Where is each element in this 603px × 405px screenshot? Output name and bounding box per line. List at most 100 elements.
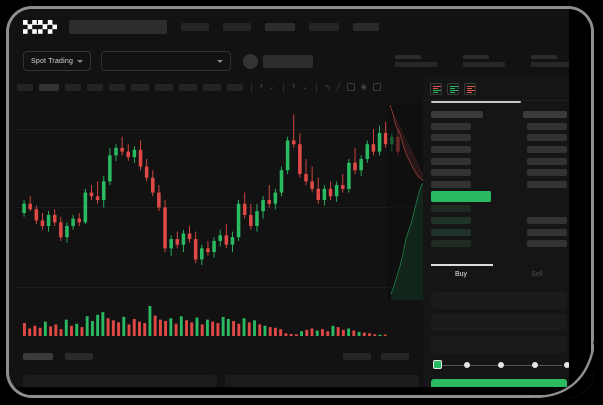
panel-divider [423,100,575,101]
ask-row[interactable] [423,132,575,144]
ask-row[interactable] [423,144,575,156]
orders-action-2[interactable] [381,352,409,360]
search-input[interactable] [69,20,167,34]
grid-line [17,207,417,208]
bid-row[interactable] [423,238,575,250]
order-book-panel: Buy Sell [423,77,575,395]
toolbar-divider [282,82,284,92]
chevron-down-icon[interactable]: ⌄ [301,83,308,91]
device-frame: Spot Trading [6,6,594,398]
frame-crop-bottom [9,387,591,395]
stat-block-1 [395,55,437,67]
order-field-2[interactable] [431,313,567,331]
tab-buy-label: Buy [454,271,468,279]
timeframe-1[interactable] [17,83,33,91]
slider-stop-50[interactable] [498,361,504,368]
camera-snapshot-icon[interactable] [346,83,355,91]
tab-sell[interactable]: Sell [499,264,575,286]
nav-item-1[interactable] [181,23,209,31]
timeframe-9[interactable] [203,83,221,91]
slider-stop-100[interactable] [564,361,570,368]
stat-value [463,62,505,67]
timeframe-7[interactable] [155,83,173,91]
indicator-bars-icon[interactable]: ᵜ [260,83,263,91]
timeframe-8[interactable] [179,83,197,91]
slider-handle[interactable] [433,360,442,370]
volume-chart [9,302,423,344]
okx-logo-icon[interactable] [23,20,57,34]
trendline-icon[interactable]: ∿ [324,83,331,91]
orderbook-view-bids-icon[interactable] [447,83,459,95]
orderbook-view-both-icon[interactable] [430,83,442,95]
fullscreen-expand-icon[interactable] [372,83,381,91]
nav-item-2[interactable] [223,23,251,31]
chevron-down-icon [77,59,84,63]
order-book-view-toggle [423,77,575,100]
bid-row[interactable] [423,226,575,238]
toolbar-divider [315,82,317,92]
stat-label [463,55,489,59]
timeframe-10[interactable] [227,83,243,91]
chevron-down-icon [217,59,224,63]
current-price-bar [431,191,491,203]
order-book-scrollbar[interactable] [431,101,521,103]
instrument-bar: Spot Trading [9,45,591,77]
buy-sell-tabs: Buy Sell [423,263,575,286]
pencil-draw-icon[interactable]: ╱ [336,83,341,91]
timeframe-2[interactable] [39,83,59,91]
active-tab-underline [23,24,53,25]
spot-trading-label: Spot Trading [31,57,74,65]
ask-row[interactable] [423,167,575,179]
ask-row[interactable] [423,121,575,133]
grid-line [17,287,417,288]
grid-line [17,129,417,130]
percent-slider[interactable] [433,359,570,373]
trading-pair-select[interactable] [101,51,232,71]
nav-item-3[interactable] [265,23,295,31]
current-price-row[interactable] [423,190,575,203]
trading-pair-name [263,54,314,68]
coin-avatar-icon [243,53,259,69]
spot-trading-selector[interactable]: Spot Trading [23,51,92,71]
okx-logo-svg [23,20,57,34]
market-stats [395,55,577,67]
main-nav [181,23,379,31]
nav-item-5[interactable] [353,23,379,31]
orders-tabs [9,349,423,369]
bid-row[interactable] [423,203,575,215]
orders-tab-1[interactable] [23,352,53,360]
ask-row[interactable] [423,155,575,167]
timeframe-5[interactable] [109,83,125,91]
orders-tab-2[interactable] [65,352,93,360]
stat-label [395,55,421,59]
slider-stop-75[interactable] [532,361,538,368]
chart-type-icon[interactable]: ⍒ [291,83,296,91]
tab-buy[interactable]: Buy [423,264,499,286]
frame-corner-curve [532,340,594,398]
timeframe-3[interactable] [65,83,81,91]
ask-row[interactable] [423,179,575,191]
toolbar-divider [251,82,252,92]
volume-series [23,306,387,336]
stat-label [531,55,557,59]
orders-action-1[interactable] [343,352,371,360]
bid-row[interactable] [423,215,575,227]
app-screen: Spot Trading [9,9,591,395]
price-chart[interactable] [9,97,433,302]
stat-value [395,62,437,67]
ask-row[interactable] [423,109,575,121]
timeframe-6[interactable] [131,83,149,91]
timeframe-4[interactable] [87,83,103,91]
slider-stop-25[interactable] [464,361,470,368]
chart-toolbar: ᵜ ⌄ ⍒ ⌄ ∿ ╱ ◉ [9,77,423,97]
nav-item-4[interactable] [309,23,339,31]
chevron-down-icon[interactable]: ⌄ [268,83,275,91]
order-field-3[interactable] [431,335,567,353]
stat-block-3 [531,55,573,67]
settings-gear-icon[interactable]: ◉ [360,83,367,91]
order-entry-form [423,286,575,373]
order-book-rows [423,101,575,250]
tab-sell-label: Sell [531,271,543,279]
orderbook-view-asks-icon[interactable] [464,83,476,95]
order-field-1[interactable] [431,291,567,309]
